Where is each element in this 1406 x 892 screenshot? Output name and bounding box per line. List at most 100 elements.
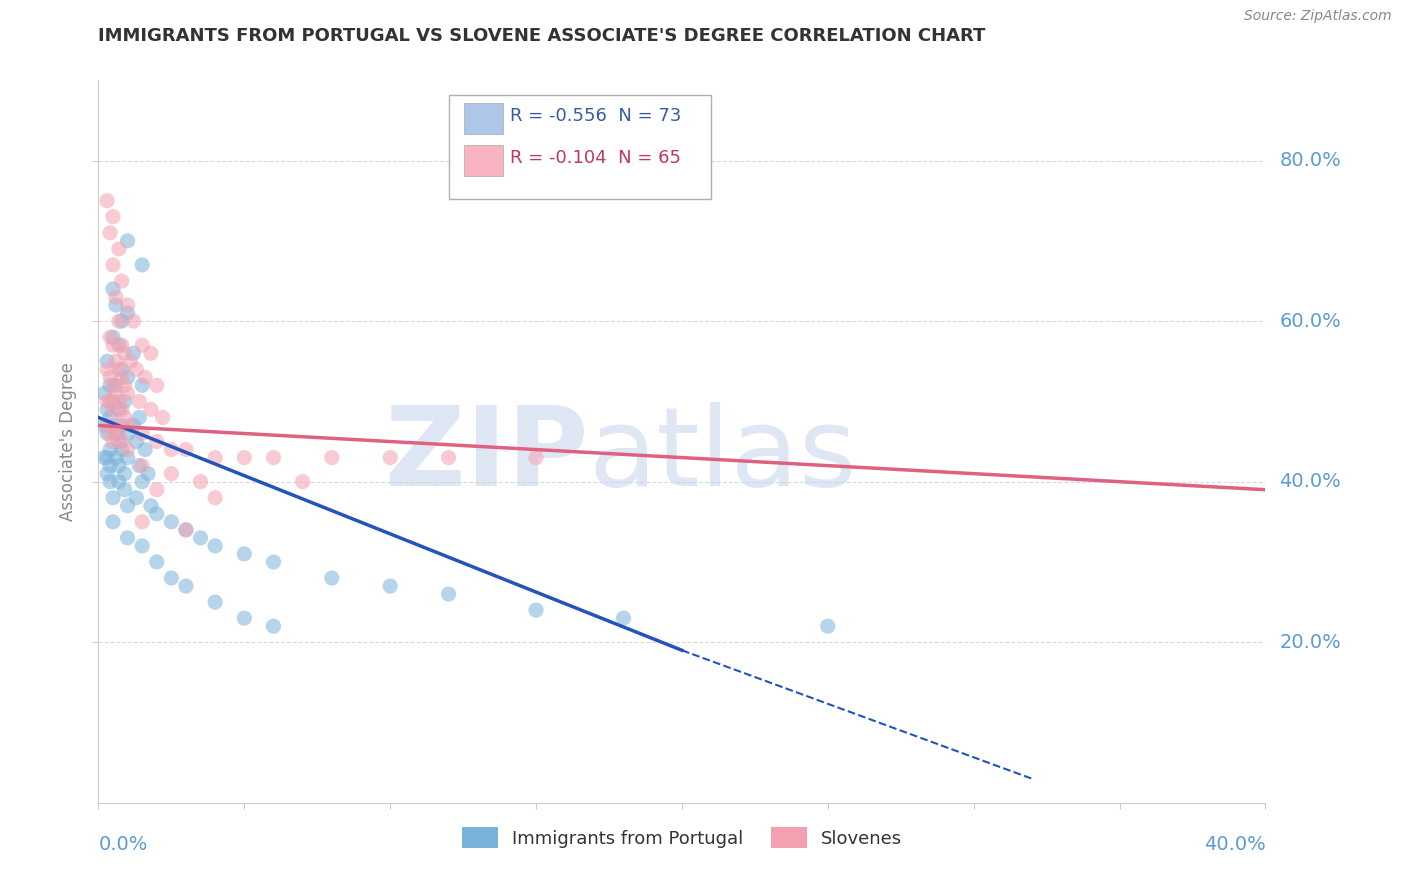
FancyBboxPatch shape xyxy=(464,145,503,176)
Point xyxy=(104,354,127,368)
Point xyxy=(101,282,124,296)
Point xyxy=(131,426,153,441)
Point xyxy=(146,434,169,449)
Point xyxy=(98,226,121,240)
Point xyxy=(101,330,124,344)
Point xyxy=(98,458,121,473)
Point xyxy=(96,362,118,376)
Text: R = -0.556  N = 73: R = -0.556 N = 73 xyxy=(510,107,682,126)
FancyBboxPatch shape xyxy=(449,95,711,200)
Point xyxy=(101,434,124,449)
Point xyxy=(117,370,139,384)
Point xyxy=(204,450,226,465)
Point xyxy=(117,531,139,545)
Point xyxy=(131,338,153,352)
Point xyxy=(817,619,839,633)
Point xyxy=(117,442,139,457)
Point xyxy=(101,378,124,392)
Text: Source: ZipAtlas.com: Source: ZipAtlas.com xyxy=(1244,9,1392,23)
Point xyxy=(96,418,118,433)
Point xyxy=(101,515,124,529)
Point xyxy=(160,442,183,457)
Point xyxy=(152,410,174,425)
Point xyxy=(108,314,131,328)
Point xyxy=(233,547,256,561)
Point xyxy=(96,467,118,481)
Point xyxy=(114,410,136,425)
Point xyxy=(146,378,169,392)
Point xyxy=(111,442,134,457)
Point xyxy=(262,450,284,465)
Point xyxy=(120,418,142,433)
Point xyxy=(108,242,131,256)
Point xyxy=(134,442,156,457)
Point xyxy=(204,539,226,553)
Point xyxy=(104,290,127,304)
Point xyxy=(96,354,118,368)
Point xyxy=(125,491,148,505)
Point xyxy=(139,499,162,513)
Point xyxy=(108,338,131,352)
Point xyxy=(104,426,127,441)
Point xyxy=(114,394,136,409)
Point xyxy=(131,458,153,473)
Point xyxy=(117,234,139,248)
Point xyxy=(111,274,134,288)
Point xyxy=(380,450,402,465)
Point xyxy=(96,194,118,208)
Point xyxy=(160,571,183,585)
Point xyxy=(131,258,153,272)
Point xyxy=(108,362,131,376)
Point xyxy=(108,402,131,417)
Point xyxy=(122,314,145,328)
Point xyxy=(104,378,127,392)
Point xyxy=(96,402,118,417)
Point xyxy=(117,499,139,513)
Point xyxy=(136,467,159,481)
Text: 40.0%: 40.0% xyxy=(1279,472,1341,491)
Point xyxy=(262,555,284,569)
Point xyxy=(125,362,148,376)
Point xyxy=(190,531,212,545)
Point xyxy=(98,475,121,489)
Text: atlas: atlas xyxy=(589,402,858,509)
Point xyxy=(114,467,136,481)
Point xyxy=(174,523,197,537)
Point xyxy=(146,555,169,569)
Point xyxy=(131,378,153,392)
Point xyxy=(174,523,197,537)
Point xyxy=(131,539,153,553)
Point xyxy=(117,306,139,320)
Point xyxy=(93,386,115,401)
Text: 80.0%: 80.0% xyxy=(1279,151,1341,170)
Point xyxy=(93,418,115,433)
Point xyxy=(111,362,134,376)
Point xyxy=(122,346,145,360)
Point xyxy=(96,394,118,409)
Point xyxy=(160,467,183,481)
Point xyxy=(111,370,134,384)
Point xyxy=(101,402,124,417)
Point xyxy=(98,330,121,344)
Point xyxy=(204,595,226,609)
Point xyxy=(139,346,162,360)
Point xyxy=(101,210,124,224)
Point xyxy=(128,458,150,473)
Point xyxy=(117,426,139,441)
Point xyxy=(104,386,127,401)
Point xyxy=(98,378,121,392)
Point xyxy=(108,458,131,473)
Point xyxy=(117,298,139,312)
Point xyxy=(108,394,131,409)
Y-axis label: Associate's Degree: Associate's Degree xyxy=(59,362,77,521)
Point xyxy=(111,418,134,433)
Text: R = -0.104  N = 65: R = -0.104 N = 65 xyxy=(510,149,682,168)
Point xyxy=(111,402,134,417)
Point xyxy=(101,491,124,505)
Point xyxy=(131,475,153,489)
Point xyxy=(101,394,124,409)
Point xyxy=(128,410,150,425)
Point xyxy=(111,434,134,449)
Point xyxy=(437,450,460,465)
Point xyxy=(380,579,402,593)
